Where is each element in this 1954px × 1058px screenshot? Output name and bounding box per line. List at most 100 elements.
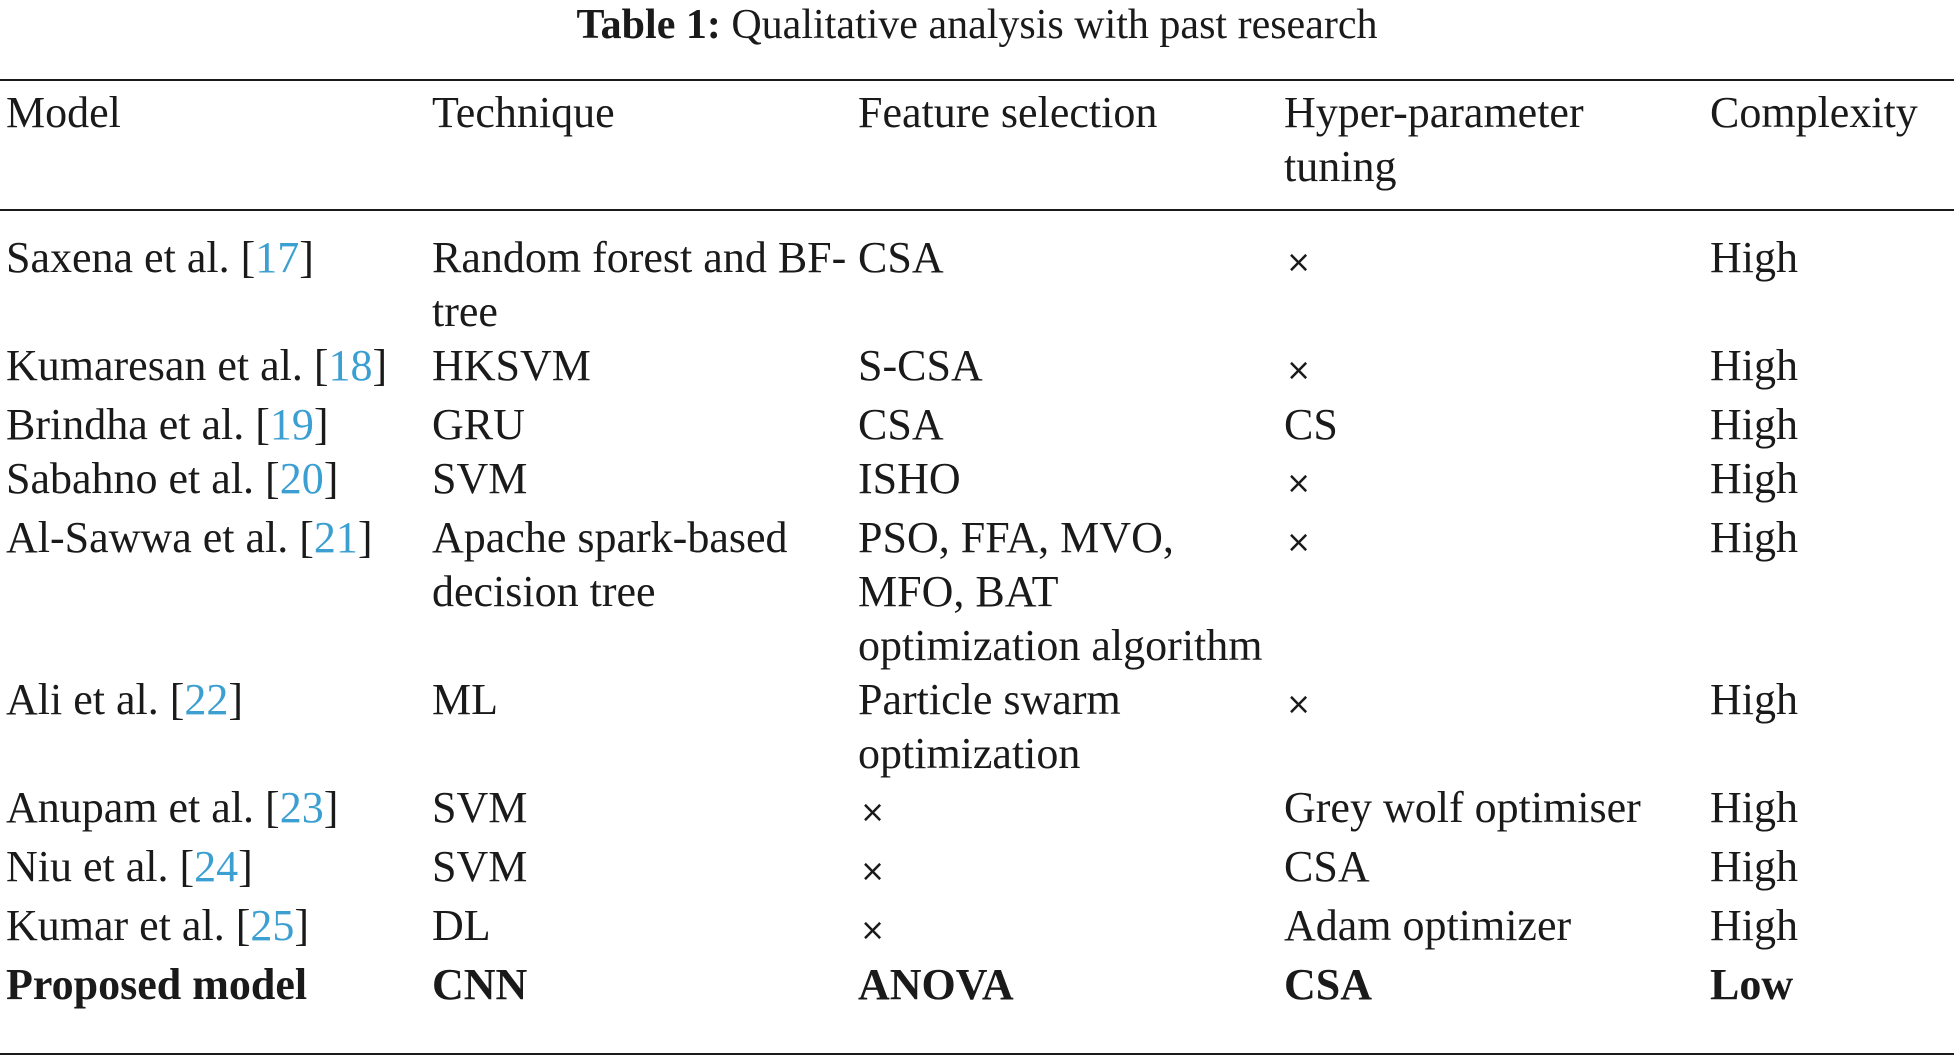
citation-bracket-close: ] [372, 341, 388, 390]
cell-feature-selection: S-CSA [858, 341, 983, 390]
cell-complexity: High [1710, 783, 1798, 832]
model-name: Ali et al. [6, 675, 170, 724]
cell-technique: HKSVM [432, 341, 591, 390]
citation-bracket-open: [ [235, 901, 251, 950]
cell-technique: SVM [432, 842, 528, 891]
cell-complexity: High [1710, 454, 1798, 503]
cell-model: Kumar et al. [25] [0, 899, 426, 953]
model-name: Kumaresan et al. [6, 341, 314, 390]
cell-complexity: High [1710, 675, 1798, 724]
cell-hyper-parameter-tuning: Adam optimizer [1284, 901, 1572, 950]
table-top-rule [0, 79, 1954, 81]
model-name: Proposed model [6, 960, 308, 1009]
citation-bracket-close: ] [238, 842, 253, 891]
table-row: Sabahno et al. [20] SVM ISHO × High [0, 452, 1954, 511]
cell-hyper-parameter-tuning: × [1278, 339, 1704, 398]
citation-link[interactable]: 21 [313, 513, 358, 562]
cell-hyper-parameter-tuning: × [1278, 452, 1704, 511]
cell-model: Kumaresan et al. [18] [0, 339, 426, 393]
cross-icon: × [860, 854, 886, 889]
citation-link[interactable]: 20 [279, 454, 324, 503]
table-row: Ali et al. [22] ML Particle swarm optimiza… [0, 673, 1954, 781]
citation-bracket-open: [ [313, 341, 329, 390]
citation-bracket-open: [ [240, 233, 256, 282]
model-name: Anupam et al. [6, 783, 266, 832]
cross-icon: × [1286, 353, 1312, 388]
table-row: Saxena et al. [17] Random forest and BF-t… [0, 231, 1954, 339]
cell-hyper-parameter-tuning: × [1278, 511, 1704, 570]
citation-bracket-close: ] [313, 400, 329, 449]
table-header: Model Technique Feature selection Hyper-… [0, 86, 1954, 194]
cell-complexity: High [1710, 842, 1798, 891]
model-name: Al-Sawwa et al. [6, 513, 300, 562]
cross-icon: × [1286, 687, 1312, 722]
model-name: Brindha et al. [6, 400, 256, 449]
cell-complexity: High [1710, 341, 1798, 390]
cell-feature-selection: CSA [858, 400, 944, 449]
cell-technique: SVM [432, 783, 528, 832]
cross-icon: × [860, 795, 886, 830]
header-hyper-parameter-tuning: Hyper-parameter tuning [1284, 88, 1584, 191]
citation-bracket-open: [ [169, 675, 185, 724]
model-name: Niu et al. [6, 842, 180, 891]
header-feature-selection: Feature selection [858, 88, 1158, 137]
cell-complexity: High [1710, 233, 1798, 282]
citation-bracket-close: ] [299, 233, 314, 282]
cell-technique: ML [432, 675, 498, 724]
citation-link[interactable]: 22 [184, 675, 229, 724]
table-row: Niu et al. [24] SVM × CSA High [0, 840, 1954, 899]
model-name: Saxena et al. [6, 233, 241, 282]
table-row: Proposed model CNN ANOVA CSA Low [0, 958, 1954, 1012]
cell-feature-selection: × [852, 840, 1278, 899]
cell-complexity: High [1710, 513, 1798, 562]
cell-model: Al-Sawwa et al. [21] [0, 511, 426, 565]
citation-bracket-open: [ [265, 454, 280, 503]
table-bottom-rule [0, 1053, 1954, 1055]
cell-technique: Apache spark-based decision tree [432, 513, 788, 616]
table-caption-label: Table 1: [576, 2, 721, 48]
citation-link[interactable]: 24 [194, 842, 239, 891]
citation-link[interactable]: 25 [250, 901, 295, 950]
cell-technique: CNN [432, 960, 528, 1009]
table-row: Anupam et al. [23] SVM × Grey wolf optimise… [0, 781, 1954, 840]
cell-hyper-parameter-tuning: CS [1284, 400, 1338, 449]
cell-hyper-parameter-tuning: CSA [1284, 960, 1373, 1009]
cell-model: Niu et al. [24] [0, 840, 426, 894]
citation-bracket-close: ] [323, 783, 339, 832]
citation-bracket-open: [ [299, 513, 314, 562]
cross-icon: × [1286, 466, 1312, 501]
table-row: Brindha et al. [19] GRU CSA CS High [0, 398, 1954, 452]
cell-model: Anupam et al. [23] [0, 781, 426, 835]
citation-link[interactable]: 23 [279, 783, 324, 832]
table-body: Saxena et al. [17] Random forest and BF-t… [0, 231, 1954, 1012]
model-name: Sabahno et al. [6, 454, 266, 503]
cell-feature-selection: × [852, 899, 1278, 958]
citation-bracket-open: [ [255, 400, 270, 449]
citation-bracket-close: ] [357, 513, 373, 562]
citation-link[interactable]: 18 [328, 341, 373, 390]
cell-complexity: Low [1710, 960, 1794, 1009]
cross-icon: × [1286, 525, 1312, 560]
cross-icon: × [860, 913, 886, 948]
cell-hyper-parameter-tuning: × [1278, 673, 1704, 732]
table-row: Al-Sawwa et al. [21] Apache spark-based d… [0, 511, 1954, 673]
header-complexity: Complexity [1710, 88, 1918, 137]
cell-feature-selection: ANOVA [858, 960, 1014, 1009]
cell-model: Saxena et al. [17] [0, 231, 426, 285]
cell-model: Sabahno et al. [20] [0, 452, 426, 506]
cell-technique: GRU [432, 400, 525, 449]
cell-model: Proposed model [0, 958, 426, 1012]
table-caption-text: Qualitative analysis with past research [731, 2, 1378, 48]
table-row: Kumaresan et al. [18] HKSVM S-CSA × High [0, 339, 1954, 398]
cell-hyper-parameter-tuning: × [1278, 231, 1704, 290]
citation-link[interactable]: 19 [269, 400, 314, 449]
cell-feature-selection: ISHO [858, 454, 961, 503]
citation-bracket-close: ] [228, 675, 244, 724]
table-row: Kumar et al. [25] DL × Adam optimizer High [0, 899, 1954, 958]
cell-model: Ali et al. [22] [0, 673, 426, 727]
citation-bracket-open: [ [265, 783, 280, 832]
cell-complexity: High [1710, 901, 1798, 950]
citation-bracket-open: [ [179, 842, 195, 891]
citation-link[interactable]: 17 [255, 233, 300, 282]
header-technique: Technique [432, 88, 615, 137]
